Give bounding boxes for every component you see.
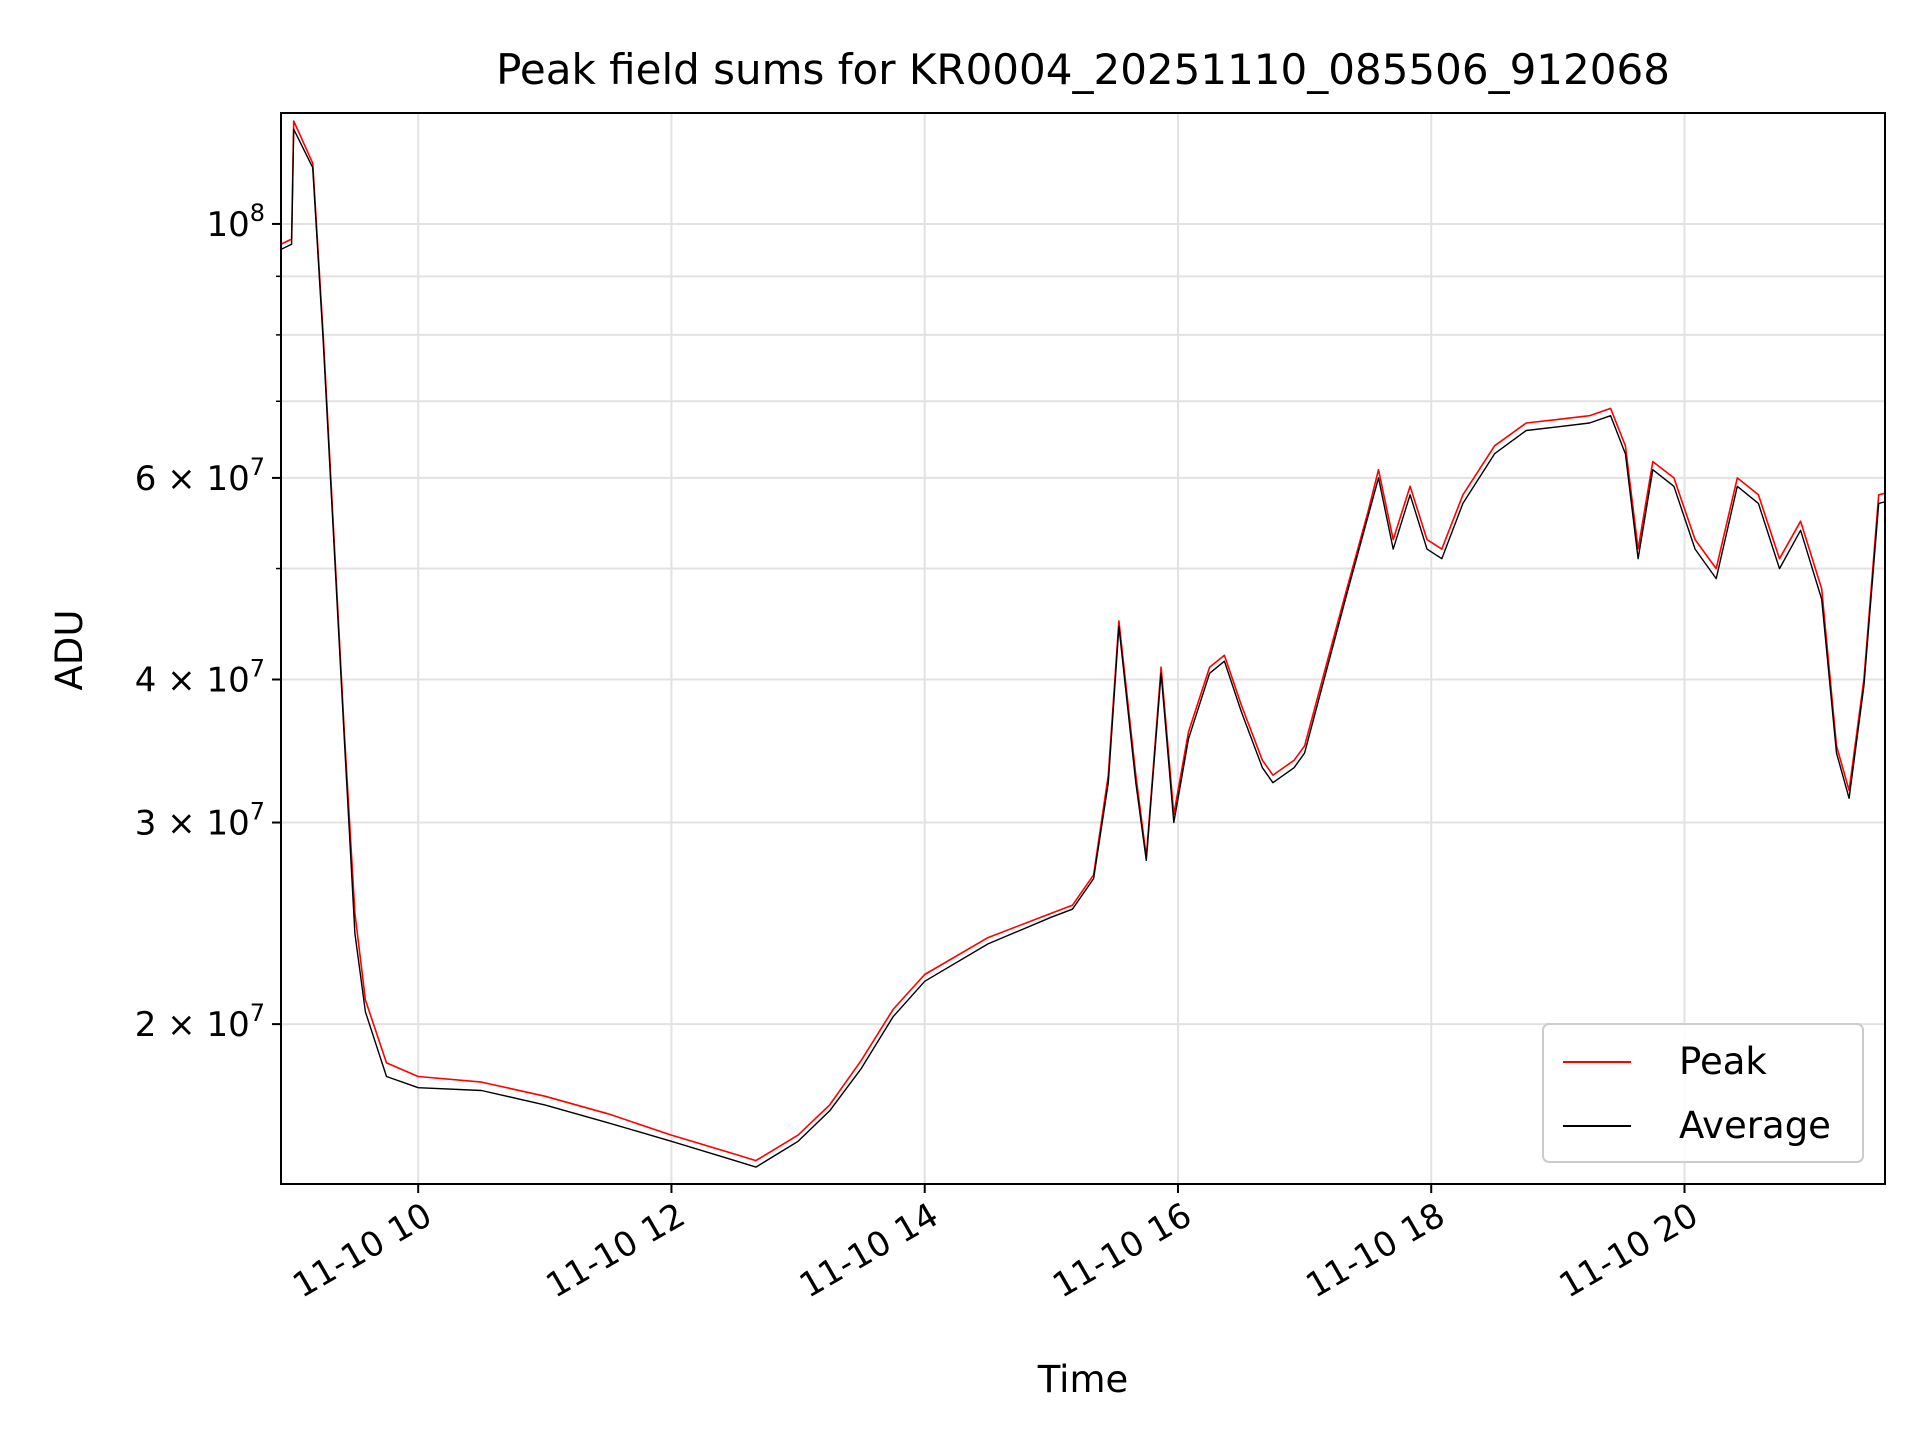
x-tick-label: 11-10 20 <box>1553 1195 1705 1306</box>
y-tick-label: 2 × 107 <box>135 999 265 1045</box>
y-tick-base: 10 <box>206 205 249 245</box>
y-tick-exponent: 7 <box>250 999 265 1027</box>
y-tick-exponent: 7 <box>250 654 265 682</box>
y-tick-label: 4 × 107 <box>135 654 265 700</box>
x-tick-label: 11-10 10 <box>286 1195 438 1306</box>
series-line-average <box>281 128 1885 1168</box>
y-tick-label: 6 × 107 <box>135 453 265 499</box>
chart-title: Peak field sums for KR0004_20251110_0855… <box>496 45 1670 94</box>
x-axis-ticks: 11-10 10 11-10 12 11-10 14 11-10 16 11-10 18… <box>286 1184 1705 1306</box>
y-tick-mantissa: 6 <box>135 459 157 499</box>
legend-label-average: Average <box>1679 1104 1831 1147</box>
y-tick-mantissa: 4 <box>135 660 157 700</box>
y-tick-mantissa: 3 <box>135 804 157 844</box>
y-axis-label: ADU <box>48 610 91 691</box>
x-tick-label: 11-10 14 <box>793 1195 945 1306</box>
legend: Peak Average <box>1542 1023 1864 1163</box>
y-tick-times: × 10 <box>156 804 249 844</box>
y-tick-mantissa: 2 <box>135 1005 157 1045</box>
legend-box <box>1542 1023 1864 1163</box>
y-tick-times: × 10 <box>156 459 249 499</box>
legend-label-peak: Peak <box>1679 1040 1767 1083</box>
x-tick-label: 11-10 18 <box>1299 1195 1451 1306</box>
series-line-peak <box>281 120 1885 1162</box>
x-tick-label: 11-10 12 <box>540 1195 692 1306</box>
y-tick-times: × 10 <box>156 1005 249 1045</box>
y-tick-exponent: 7 <box>250 453 265 481</box>
series-lines <box>281 120 1885 1168</box>
x-axis-label: Time <box>1037 1358 1129 1401</box>
plot-frame <box>280 112 1886 1185</box>
y-tick-label: 3 × 107 <box>135 798 265 844</box>
y-tick-exponent: 8 <box>250 199 265 227</box>
grid <box>281 113 1885 1184</box>
y-tick-exponent: 7 <box>250 798 265 826</box>
x-tick-label: 11-10 16 <box>1046 1195 1198 1306</box>
y-tick-times: × 10 <box>156 660 249 700</box>
y-tick-label: 108 <box>206 199 265 245</box>
